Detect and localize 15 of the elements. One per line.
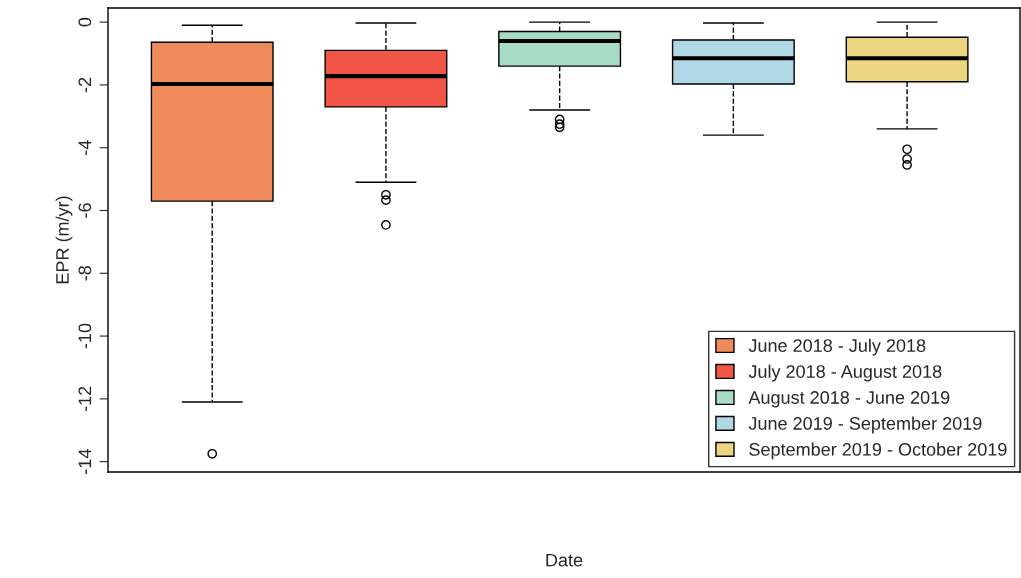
legend-label: June 2018 - July 2018 xyxy=(748,338,926,356)
y-tick-label: -12 xyxy=(78,386,92,412)
y-tick-label: -14 xyxy=(78,449,92,474)
y-tick-label: -8 xyxy=(78,266,92,281)
y-tick-label: -2 xyxy=(78,77,92,93)
y-tick-label: -10 xyxy=(78,323,92,349)
legend-label: August 2018 - June 2019 xyxy=(748,391,950,408)
legend-label: September 2019 - October 2019 xyxy=(749,442,1007,460)
y-tick-label: -4 xyxy=(78,140,92,155)
legend-label: June 2019 - September 2019 xyxy=(748,416,982,434)
x-axis-title: Date xyxy=(546,553,583,567)
y-tick-label: 0 xyxy=(78,17,92,27)
legend-label: July 2018 - August 2018 xyxy=(748,364,942,382)
y-tick-label: -6 xyxy=(78,203,92,218)
y-axis-title: EPR (m/yr) xyxy=(55,196,73,284)
